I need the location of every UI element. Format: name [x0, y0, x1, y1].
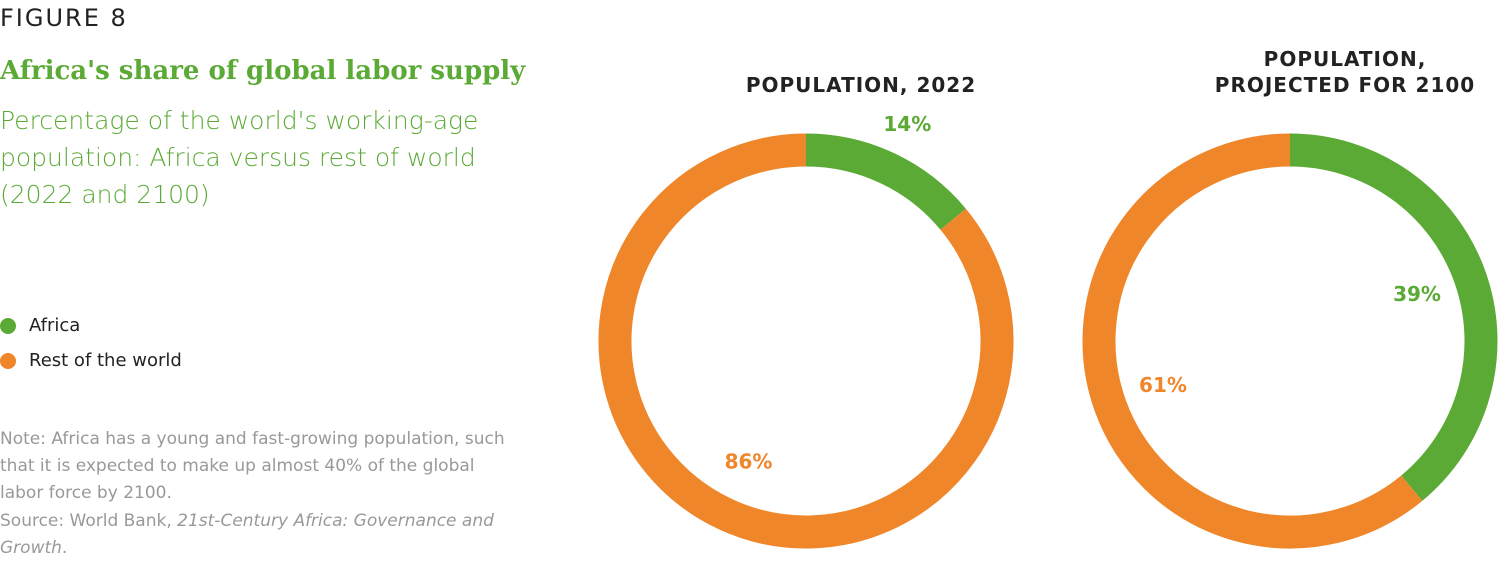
legend-label: Africa	[29, 315, 81, 336]
donut-segment	[1082, 133, 1423, 549]
source: Source: World Bank, 21st-Century Africa:…	[0, 508, 540, 562]
legend: Africa Rest of the world	[0, 308, 182, 378]
donut-segment	[1289, 133, 1498, 501]
legend-item: Africa	[0, 308, 182, 343]
note: Note: Africa has a young and fast-growin…	[0, 429, 505, 503]
value-label: 14%	[883, 112, 931, 136]
title: Africa's share of global labor supply	[0, 56, 526, 86]
donut-segment	[598, 133, 1014, 549]
value-label: 86%	[725, 450, 773, 474]
source-text: Source: World Bank,	[0, 511, 178, 531]
value-label: 61%	[1139, 373, 1187, 397]
legend-label: Rest of the world	[29, 350, 182, 371]
value-label: 39%	[1393, 282, 1441, 306]
subtitle: Percentage of the world's working-age po…	[0, 106, 479, 209]
donut-segment	[805, 133, 966, 231]
chart-title: POPULATION, 2022	[745, 73, 977, 97]
legend-item: Rest of the world	[0, 343, 182, 378]
chart-title: POPULATION, PROJECTED FOR 2100	[1214, 47, 1476, 97]
figure-label: FIGURE 8	[0, 4, 128, 32]
legend-marker	[0, 317, 16, 334]
legend-marker	[0, 352, 16, 369]
source-text: .	[61, 538, 68, 558]
source-title: 21st-Century Africa: Governance and Grow…	[0, 511, 494, 558]
